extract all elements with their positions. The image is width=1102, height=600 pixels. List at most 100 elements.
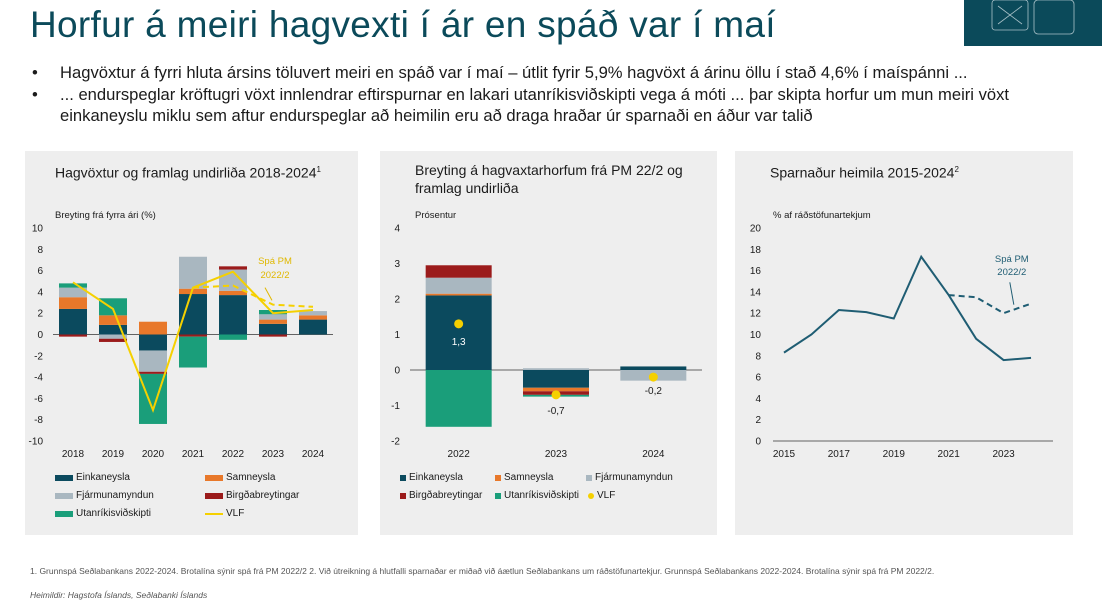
legend-label: Utanríkisviðskipti [76, 508, 152, 519]
legend-swatch [586, 474, 592, 481]
legend-swatch [495, 474, 501, 481]
y-tick-label: -8 [34, 415, 43, 426]
legend-label: Utanríkisviðskipti [504, 490, 580, 501]
bar-segment [139, 371, 167, 374]
legend-item: Birgðabreytingar [400, 490, 482, 501]
vlf-point [454, 319, 464, 329]
x-tick-label: 2024 [642, 449, 665, 460]
bar-segment [139, 321, 167, 335]
y-axis-label: % af ráðstöfunartekjum [773, 210, 871, 221]
bar-segment [259, 334, 287, 337]
forecast-dashed-line [192, 284, 314, 308]
x-tick-label: 2019 [102, 449, 125, 460]
bar-segment [59, 283, 87, 288]
bullet-item: • Hagvöxtur á fyrri hluta ársins töluvert… [30, 62, 1090, 83]
legend-swatch [495, 492, 501, 499]
bar-segment [59, 308, 87, 335]
bar-segment [179, 334, 207, 337]
bar-segment [99, 298, 127, 316]
bar-segment [259, 314, 287, 320]
legend-item: Utanríkisviðskipti [55, 508, 151, 519]
chart-svg-growth: 10 8 6 4 2 0 -2 -4 -6 -8 -10 2018 2019 2020 2021 2022 20… [29, 224, 333, 460]
y-tick-label: 8 [37, 245, 43, 256]
legend-item: Einkaneysla [55, 472, 130, 483]
legend: Einkaneysla Samneysla Fjármunamyndun Bir… [400, 472, 710, 512]
chart-title: Sparnaður heimila 2015-20242 [770, 161, 1060, 182]
legend-item: Birgðabreytingar [205, 490, 299, 501]
vlf-data-label: -0,2 [645, 386, 663, 397]
chart-title-text: Hagvöxtur og framlag undirliða 2018-2024 [55, 164, 317, 181]
bar-segment [99, 315, 127, 325]
chart-title: Hagvöxtur og framlag undirliða 2018-2024… [55, 161, 325, 182]
bar-segment [179, 288, 207, 295]
y-tick-label: 3 [394, 259, 400, 270]
bar-segment [219, 334, 247, 340]
source-label: Heimildir: [30, 590, 66, 600]
legend-swatch [55, 510, 73, 517]
legend-label: Einkaneysla [76, 472, 130, 483]
legend-label: Fjármunamyndun [76, 490, 154, 501]
bar-segment [523, 387, 589, 392]
source-line: Heimildir: Hagstofa Íslands, Seðlabanki … [30, 590, 207, 600]
y-axis-label: Prósentur [415, 210, 457, 221]
bar-segment [59, 287, 87, 298]
x-tick-label: 2023 [545, 449, 568, 460]
legend-swatch [400, 474, 406, 481]
bar-segment [59, 334, 87, 337]
x-tick-label: 2015 [773, 449, 796, 460]
bullet-dot-icon: • [32, 85, 38, 104]
x-tick-label: 2021 [182, 449, 205, 460]
bar-segment [219, 290, 247, 296]
source-text: Hagstofa Íslands, Seðlabanki Íslands [67, 590, 208, 600]
y-axis-label: Breyting frá fyrra ári (%) [55, 210, 156, 221]
chart-title-text: Sparnaður heimila 2015-2024 [770, 164, 955, 181]
vlf-data-label: -0,7 [547, 406, 565, 417]
x-tick-label: 2018 [62, 449, 85, 460]
legend-item: VLF [586, 490, 615, 501]
bar-segment [139, 350, 167, 372]
chart-panel-growth: Hagvöxtur og framlag undirliða 2018-2024… [25, 151, 358, 535]
y-tick-label: -2 [34, 351, 43, 362]
bar-segment [299, 315, 327, 320]
bar-segment [299, 311, 327, 316]
legend-label: Samneysla [226, 472, 276, 483]
y-tick-label: -2 [391, 437, 400, 448]
y-tick-label: 6 [755, 373, 761, 384]
y-tick-label: 20 [750, 224, 762, 235]
legend-item: Fjármunamyndun [55, 490, 154, 501]
y-tick-label: 12 [750, 309, 762, 320]
bullet-text: Hagvöxtur á fyrri hluta ársins töluvert … [60, 63, 968, 82]
x-tick-label: 2019 [883, 449, 906, 460]
bullet-dot-icon: • [32, 63, 38, 82]
bar-segment [523, 368, 589, 370]
y-tick-label: 0 [394, 366, 400, 377]
y-tick-label: 4 [37, 287, 43, 298]
legend-label: Birgðabreytingar [409, 490, 483, 501]
legend-item: Samneysla [495, 472, 553, 483]
bar-segment [59, 297, 87, 309]
y-tick-label: 2 [37, 309, 43, 320]
central-bank-logo [964, 0, 1102, 46]
x-tick-label: 2022 [448, 449, 471, 460]
bar-segment [425, 370, 492, 427]
y-tick-label: 18 [750, 245, 762, 256]
forecast-label: Spá PM [258, 256, 292, 267]
legend-swatch [205, 512, 223, 515]
y-tick-label: 10 [32, 224, 44, 235]
legend-item: Samneysla [205, 472, 275, 483]
forecast-label: 2022/2 [997, 267, 1026, 278]
x-tick-label: 2022 [222, 449, 245, 460]
legend-swatch [205, 492, 223, 499]
bar-segment [425, 295, 492, 370]
legend-swatch [205, 474, 223, 481]
legend-item: Einkaneysla [400, 472, 463, 483]
chart-panel-savings: Sparnaður heimila 2015-20242 % af ráðstö… [735, 151, 1073, 535]
x-tick-label: 2020 [142, 449, 165, 460]
y-tick-label: 0 [755, 437, 761, 448]
y-tick-label: 2 [755, 415, 761, 426]
x-tick-label: 2017 [828, 449, 851, 460]
bar-segment [259, 319, 287, 324]
bar-segment [179, 294, 207, 335]
bar-segment [620, 366, 687, 370]
chart-title: Breyting á hagvaxtarhorfum frá PM 22/2 o… [415, 162, 683, 196]
